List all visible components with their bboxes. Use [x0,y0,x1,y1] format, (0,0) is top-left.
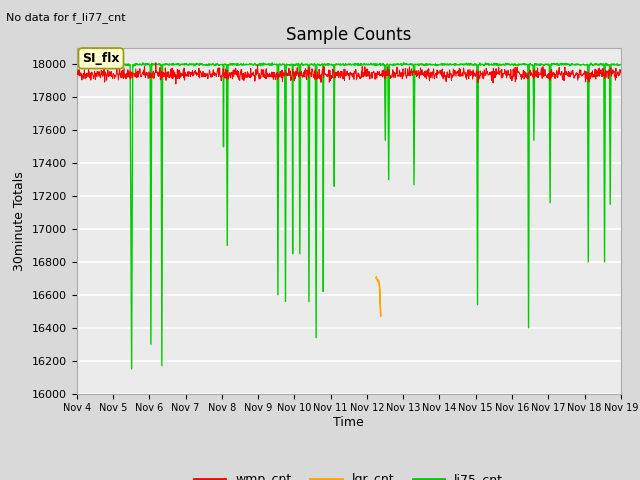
Text: SI_flx: SI_flx [82,52,120,65]
Legend: wmp_cnt, lgr_cnt, li75_cnt: wmp_cnt, lgr_cnt, li75_cnt [189,468,508,480]
Y-axis label: 30minute Totals: 30minute Totals [13,171,26,271]
Title: Sample Counts: Sample Counts [286,25,412,44]
X-axis label: Time: Time [333,416,364,429]
Text: No data for f_li77_cnt: No data for f_li77_cnt [6,12,126,23]
